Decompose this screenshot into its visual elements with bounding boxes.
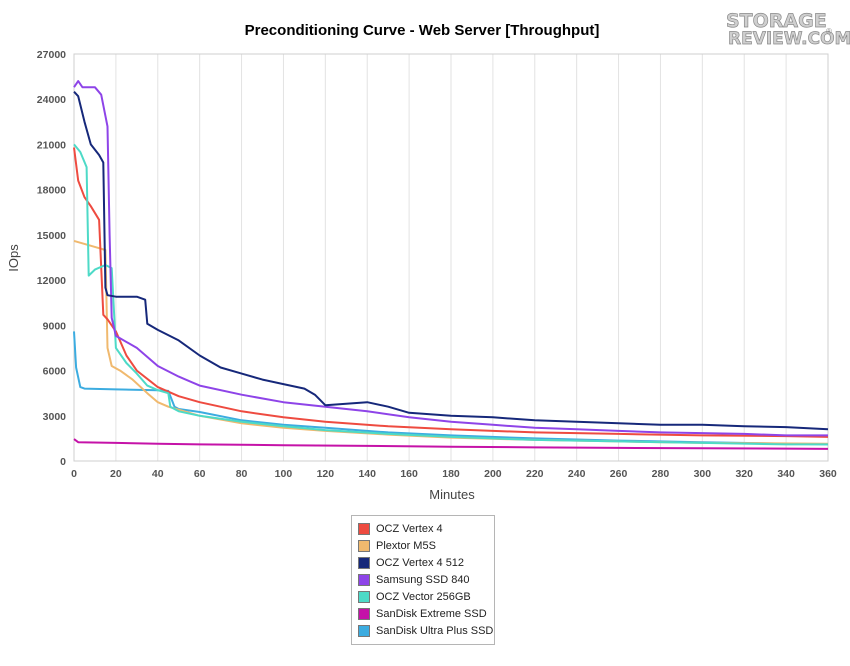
vertical-gridlines (73, 54, 829, 461)
x-tick-label: 200 (484, 468, 502, 480)
legend-label: OCZ Vertex 4 512 (376, 556, 465, 569)
x-tick-label: 120 (317, 468, 335, 480)
legend-label: OCZ Vertex 4 (376, 522, 443, 535)
series-line-ocz-vector-256gb (73, 143, 828, 446)
legend-swatch (358, 624, 370, 637)
legend-label: SanDisk Ultra Plus SSD (376, 624, 494, 637)
y-tick-label: 0 (60, 456, 66, 468)
x-tick-label: 340 (777, 468, 795, 480)
legend-label: Samsung SSD 840 (376, 573, 470, 586)
legend-item: OCZ Vertex 4 512 (358, 554, 488, 571)
y-tick-label: 6000 (43, 366, 67, 378)
y-tick-label: 12000 (37, 275, 66, 287)
y-axis-label: IOps (6, 244, 21, 272)
y-tick-label: 18000 (37, 185, 66, 197)
legend-swatch (358, 522, 370, 535)
logo-registered-mark: ® (826, 27, 832, 36)
legend-item: SanDisk Extreme SSD (358, 605, 488, 622)
x-tick-label: 360 (819, 468, 837, 480)
series-lines (73, 80, 829, 450)
y-tick-label: 21000 (37, 139, 66, 151)
x-tick-label: 60 (194, 468, 206, 480)
x-axis-tick-labels: 0 20 40 60 80 100 120 140 160 180 200 220 240 260 280 3… (71, 468, 837, 480)
legend-swatch (358, 556, 370, 569)
y-axis-tick-labels: 0 3000 6000 9000 12000 15000 18000 21000 24000 27… (37, 49, 66, 468)
x-tick-label: 140 (358, 468, 376, 480)
x-tick-label: 320 (735, 468, 753, 480)
x-tick-label: 40 (152, 468, 164, 480)
legend-item: SanDisk Ultra Plus SSD (358, 622, 493, 639)
legend-label: OCZ Vector 256GB (376, 590, 471, 603)
x-tick-label: 180 (442, 468, 460, 480)
legend-item: OCZ Vector 256GB (358, 588, 488, 605)
x-axis-label: Minutes (429, 487, 475, 502)
y-tick-label: 9000 (43, 320, 67, 332)
y-tick-label: 15000 (37, 230, 66, 242)
legend-label: Plextor M5S (376, 539, 436, 552)
series-line-samsung-ssd-840 (73, 80, 828, 437)
legend-swatch (358, 573, 370, 586)
legend-swatch (358, 607, 370, 620)
series-line-ocz-vertex-4-512 (73, 91, 829, 431)
x-tick-label: 260 (610, 468, 628, 480)
x-tick-label: 280 (652, 468, 670, 480)
legend-item: OCZ Vertex 4 (358, 520, 488, 537)
series-line-sandisk-extreme-ssd (73, 438, 829, 450)
plot-area-border (73, 53, 829, 462)
x-tick-label: 80 (236, 468, 248, 480)
legend-swatch (358, 539, 370, 552)
x-tick-label: 0 (71, 468, 77, 480)
x-tick-label: 240 (568, 468, 586, 480)
legend-item: Plextor M5S (358, 537, 488, 554)
x-tick-label: 300 (694, 468, 712, 480)
y-tick-label: 27000 (37, 49, 66, 61)
x-tick-label: 100 (275, 468, 293, 480)
legend-label: SanDisk Extreme SSD (376, 607, 487, 620)
x-tick-label: 160 (400, 468, 418, 480)
legend-swatch (358, 590, 370, 603)
legend-item: Samsung SSD 840 (358, 571, 488, 588)
x-tick-label: 220 (526, 468, 544, 480)
storagereview-logo: STORAGE REVIEW.COM ® (726, 10, 850, 50)
logo-line-1: STORAGE (726, 10, 827, 32)
x-tick-label: 20 (110, 468, 122, 480)
y-tick-label: 24000 (37, 94, 66, 106)
series-line-ocz-vertex-4 (73, 147, 829, 438)
y-tick-label: 3000 (43, 411, 67, 423)
chart-legend: OCZ Vertex 4 Plextor M5S OCZ Vertex 4 512 S… (351, 515, 495, 645)
logo-line-2: REVIEW.COM (728, 29, 850, 49)
chart-title: Preconditioning Curve - Web Server [Thro… (245, 22, 600, 39)
